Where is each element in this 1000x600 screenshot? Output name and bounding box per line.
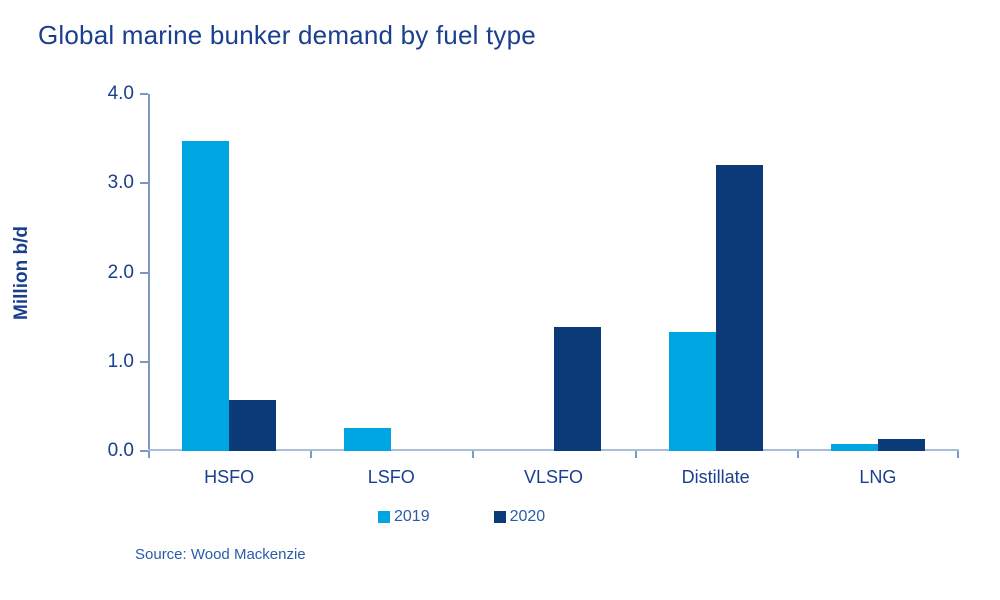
y-tick-label: 0.0 — [107, 440, 134, 461]
source-note: Source: Wood Mackenzie — [135, 546, 306, 563]
y-tick-label: 1.0 — [107, 350, 134, 372]
x-tick-mark — [310, 451, 312, 458]
bar-2020-distillate — [715, 164, 763, 451]
y-tick-mark — [140, 182, 148, 185]
x-tick-mark — [472, 451, 474, 458]
bar-2020-hsfo — [229, 400, 277, 451]
y-tick-mark — [140, 450, 148, 452]
bar-2020-lng — [877, 439, 925, 451]
x-category-label: Distillate — [681, 467, 750, 487]
y-tick-mark — [140, 93, 148, 95]
x-category-label: LNG — [859, 467, 897, 487]
chart-title: Global marine bunker demand by fuel type — [38, 20, 536, 50]
legend-label: 2020 — [509, 508, 546, 525]
legend-item-2019: 2019 — [378, 508, 430, 526]
x-tick-mark — [957, 451, 959, 458]
x-tick-mark — [635, 451, 637, 458]
y-tick-label: 3.0 — [107, 172, 134, 194]
legend-swatch-2020 — [493, 511, 506, 523]
legend-swatch-2019 — [378, 511, 390, 523]
bar-2019-hsfo — [182, 141, 230, 451]
y-axis-label: Million b/d — [11, 226, 32, 320]
bar-2019-lng — [830, 443, 878, 451]
x-tick-mark — [148, 451, 150, 458]
chart-legend: 2019 2020 — [378, 508, 545, 526]
x-category-label: HSFO — [204, 467, 255, 487]
y-tick-mark — [140, 271, 148, 274]
x-category-label: VLSFO — [523, 467, 584, 487]
legend-label: 2019 — [394, 508, 430, 525]
y-tick-mark — [140, 360, 148, 363]
bar-2020-vlsfo — [553, 326, 601, 451]
plot-area: 0.0 1.0 2.0 3.0 4.0 HSFO LSFO VLSFO Distillate LN… — [108, 83, 959, 487]
y-tick-label: 2.0 — [107, 261, 134, 283]
y-tick-label: 4.0 — [107, 83, 134, 104]
legend-item-2020: 2020 — [493, 508, 546, 526]
bar-2019-distillate — [668, 332, 716, 451]
x-tick-mark — [797, 451, 799, 458]
x-category-label: LSFO — [367, 467, 415, 487]
y-axis-line — [148, 94, 150, 451]
bar-2019-lsfo — [344, 427, 392, 451]
